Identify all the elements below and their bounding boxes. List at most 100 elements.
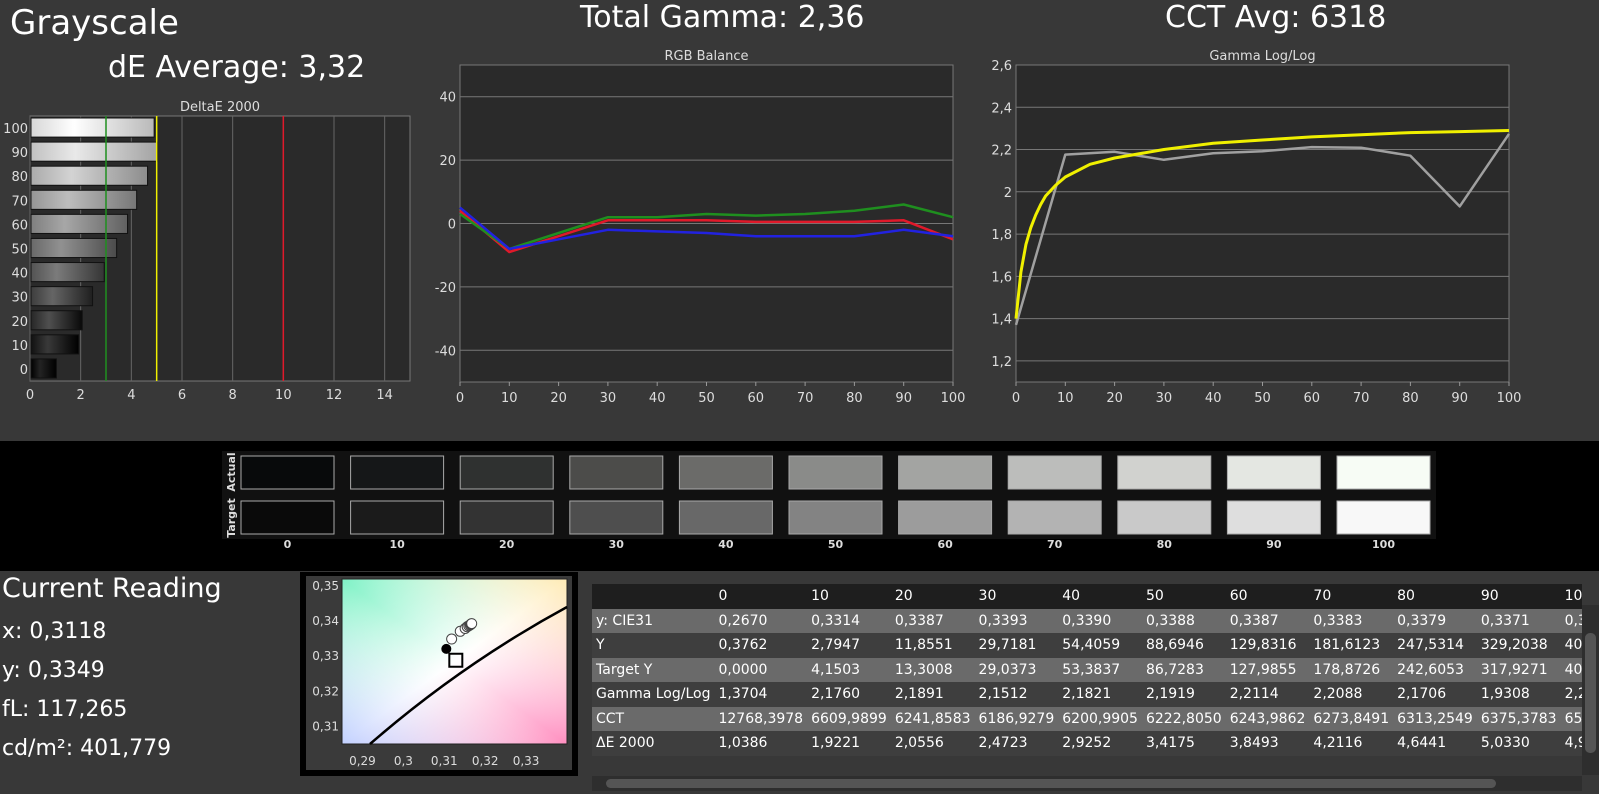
- chart-title: DeltaE 2000: [180, 100, 260, 115]
- row-label: CCT: [596, 710, 625, 727]
- rgb-balance-chart: RGB Balance 40 20 0 -20 -40 0 10 20 30 40 50 60 70 80 9…: [435, 49, 965, 406]
- table-cell: 1,9308: [1480, 686, 1530, 703]
- table-cell: 29,0373: [978, 661, 1037, 678]
- current-point: [441, 643, 452, 654]
- table-cell: 54,4059: [1062, 637, 1121, 654]
- x-tick-label: 70: [1353, 391, 1370, 406]
- column-header: 100: [1564, 588, 1582, 605]
- swatch-band: 0 10 20 30 40 50 60 70 80 90 100 Actual Target: [0, 441, 1599, 571]
- table-cell: 0,0000: [718, 661, 768, 678]
- series-line: [1014, 133, 1511, 326]
- table-cell: 1,0386: [718, 735, 768, 752]
- gamma-chart: Gamma Log/Log 2,6 2,4 2,2 2 1,8 1,6 1,4 1,2 0 10 20…: [991, 49, 1522, 406]
- table-cell: 86,7283: [1145, 661, 1204, 678]
- y-tick-label: 40: [439, 91, 456, 106]
- target-swatch: [1007, 500, 1102, 535]
- table-cell: 2,1919: [1145, 686, 1195, 703]
- x-tick-label: 8: [229, 388, 237, 403]
- x-tick-label: 0: [456, 391, 464, 406]
- x-tick-label: 2: [77, 388, 85, 403]
- y-tick-label: 30: [11, 291, 28, 306]
- y-tick-label: 1,8: [991, 228, 1012, 243]
- y-tick-label: 50: [11, 243, 28, 258]
- table-row: y: CIE31 0,2670 0,3314 0,3387 0,3393 0,3390 0,…: [592, 608, 1582, 633]
- row-label: Target Y: [596, 661, 653, 678]
- target-swatch: [678, 500, 773, 535]
- y-tick-label: 70: [11, 194, 28, 209]
- swatch-label: 50: [828, 538, 844, 551]
- table-cell: 4,1503: [811, 661, 861, 678]
- table-cell: 2,0556: [894, 735, 944, 752]
- actual-swatch: [678, 455, 773, 490]
- total-gamma: Total Gamma: 2,36: [580, 0, 865, 35]
- y-tick-label: 60: [11, 218, 28, 233]
- bar: [30, 310, 83, 331]
- target-label: Target: [225, 498, 238, 538]
- table-cell: 317,9271: [1480, 661, 1548, 678]
- table-cell: 0,3390: [1062, 612, 1112, 629]
- bar: [30, 262, 105, 283]
- target-swatch: [898, 500, 993, 535]
- target-box: [448, 652, 464, 668]
- x-tick-label: 50: [698, 391, 715, 406]
- y-tick-label: 10: [11, 339, 28, 354]
- y-tick-label: 2,2: [991, 144, 1012, 159]
- x-tick-label: 50: [1254, 391, 1271, 406]
- x-tick-label: 6: [178, 388, 186, 403]
- current-reading-title: Current Reading: [2, 573, 222, 604]
- table-cell: 6186,9279: [978, 710, 1055, 727]
- table-cell: 2,1821: [1062, 686, 1112, 703]
- table-cell: 2,2088: [1313, 686, 1363, 703]
- vertical-scrollbar[interactable]: [1582, 605, 1599, 775]
- y-tick-label: 0,33: [312, 649, 339, 663]
- target-swatch: [240, 500, 335, 535]
- table-cell: 2,1706: [1397, 686, 1447, 703]
- reading-fl: fL: 117,265: [2, 697, 128, 722]
- data-table: 0 10 20 30 40 50 60 70 80 90 100 y: CIE31 0,2670 0,3…: [592, 584, 1582, 774]
- target-swatch: [1226, 500, 1321, 535]
- x-tick-label: 30: [1156, 391, 1173, 406]
- table-corner: [592, 584, 714, 609]
- table-cell: 6609,9899: [811, 710, 887, 727]
- column-header: 10: [811, 588, 829, 605]
- table-cell: 0,2670: [718, 612, 768, 629]
- series-line: [1014, 129, 1510, 319]
- horizontal-scrollbar[interactable]: [592, 776, 1582, 791]
- swatch-label: 90: [1266, 538, 1282, 551]
- y-tick-label: 2,6: [991, 59, 1012, 74]
- x-tick-label: 4: [127, 388, 135, 403]
- table-cell: 129,8316: [1229, 637, 1297, 654]
- plot-border: [341, 578, 568, 745]
- target-swatch: [788, 500, 883, 535]
- table-row: ΔE 2000 1,0386 1,9221 2,0556 2,4723 2,9252 3,4…: [592, 731, 1582, 756]
- swatch-label: 60: [937, 538, 953, 551]
- table-cell: 6200,9905: [1062, 710, 1138, 727]
- bar: [30, 117, 155, 138]
- table-row: Gamma Log/Log 1,3704 2,1760 2,1891 2,1512 2,1…: [592, 682, 1582, 707]
- x-tick-label: 100: [1497, 391, 1522, 406]
- table-cell: 3,8493: [1229, 735, 1279, 752]
- y-tick-label: 0: [448, 218, 456, 233]
- swatch-label: 40: [718, 538, 734, 551]
- bar: [30, 213, 129, 234]
- table-cell: 242,6053: [1397, 661, 1464, 678]
- x-tick-label: 10: [275, 388, 292, 403]
- y-tick-label: 80: [11, 170, 28, 185]
- table-cell: 0,33: [1564, 612, 1582, 629]
- x-tick-label: 10: [1057, 391, 1074, 406]
- x-tick-label: 0: [26, 388, 34, 403]
- table-cell: 2,1891: [894, 686, 944, 703]
- y-tick-label: 40: [11, 267, 28, 282]
- table-cell: 2,4723: [978, 735, 1028, 752]
- x-tick-label: 60: [748, 391, 765, 406]
- cie-chart: 0,29 0,3 0,31 0,32 0,33 0,35 0,34 0,33 0,32 0,31: [300, 572, 578, 776]
- bar: [30, 334, 80, 355]
- table-cell: 6241,8583: [894, 710, 971, 727]
- x-tick-label: 12: [326, 388, 343, 403]
- x-tick-label: 20: [1106, 391, 1123, 406]
- table-row: Y 0,3762 2,7947 11,8551 29,7181 54,4059 88,694…: [592, 633, 1582, 658]
- measure-point: [466, 618, 478, 630]
- table-cell: 2,9252: [1062, 735, 1112, 752]
- table-cell: 3,4175: [1145, 735, 1195, 752]
- y-tick-label: 2: [1004, 186, 1012, 201]
